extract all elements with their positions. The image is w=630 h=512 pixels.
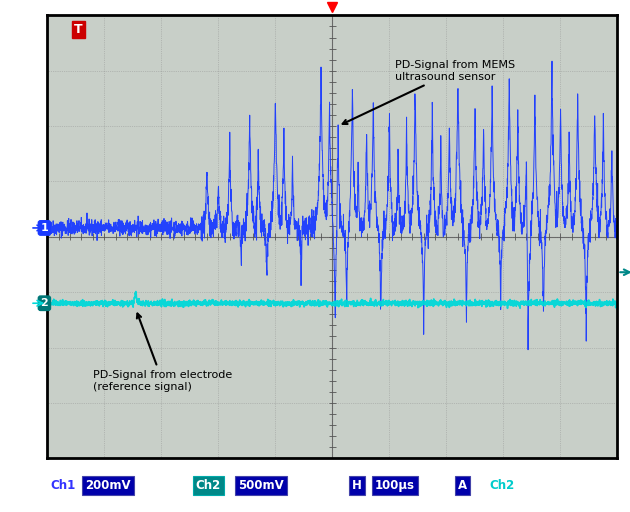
Text: 2: 2 (40, 298, 49, 308)
Text: A: A (458, 479, 467, 492)
Text: PD-Signal from MEMS
ultrasound sensor: PD-Signal from MEMS ultrasound sensor (343, 60, 515, 124)
Text: 1: 1 (40, 223, 49, 233)
Text: 500mV: 500mV (238, 479, 284, 492)
Text: Ch2: Ch2 (489, 479, 514, 492)
Text: H: H (352, 479, 362, 492)
Text: 100μs: 100μs (375, 479, 415, 492)
Text: Ch2: Ch2 (195, 479, 220, 492)
Text: Ch1: Ch1 (50, 479, 76, 492)
Text: 200mV: 200mV (86, 479, 131, 492)
Text: PD-Signal from electrode
(reference signal): PD-Signal from electrode (reference sign… (93, 313, 232, 392)
Text: ∫ -370mV: ∫ -370mV (524, 479, 585, 492)
Text: T: T (74, 23, 83, 36)
